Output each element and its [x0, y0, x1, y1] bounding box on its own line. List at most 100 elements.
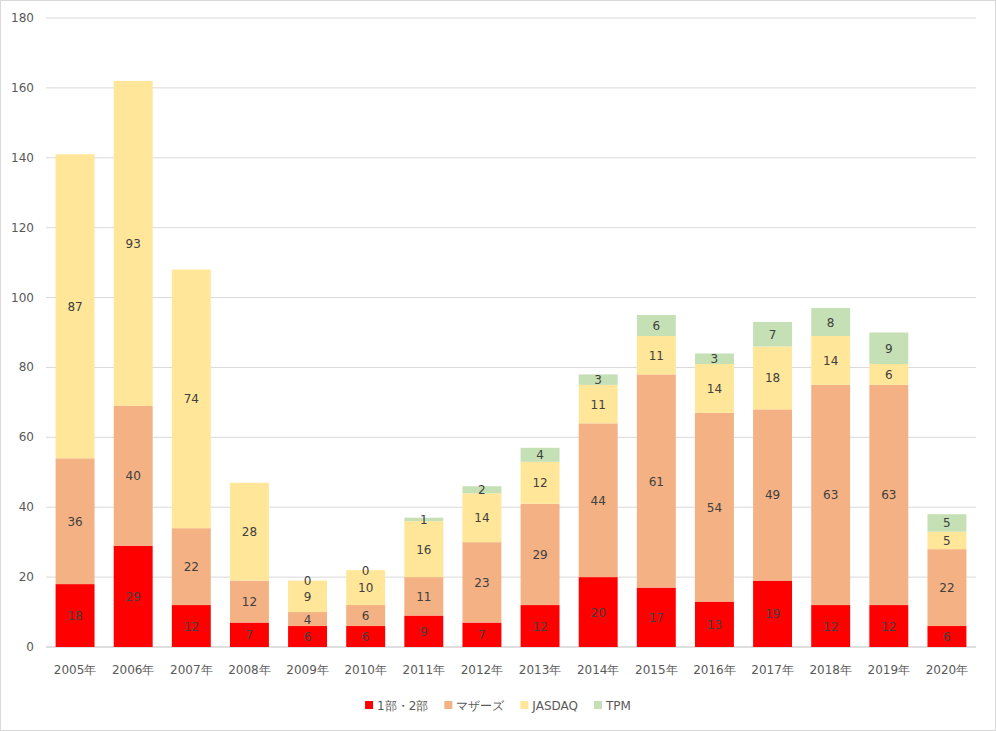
bar-segment	[811, 605, 850, 647]
bar-segment	[927, 626, 966, 647]
x-tick-label: 2009年	[286, 663, 329, 677]
data-label: 5	[943, 534, 951, 548]
bar-segment	[521, 605, 560, 647]
data-label: 2	[478, 483, 486, 497]
legend: 1部・2部マザーズJASDAQTPM	[365, 699, 631, 713]
data-labels: 1829127669712201713191212636402212461123…	[67, 237, 954, 644]
bar-segment	[404, 577, 443, 615]
data-label: 19	[765, 607, 780, 621]
bar-segment	[230, 483, 269, 581]
data-label: 12	[184, 620, 199, 634]
legend-label: 1部・2部	[377, 699, 428, 713]
bar-segment	[695, 602, 734, 647]
data-label: 49	[765, 488, 780, 502]
bar-segment	[811, 308, 850, 336]
y-tick-label: 0	[26, 640, 34, 654]
bar-segment	[288, 626, 327, 647]
data-label: 14	[823, 354, 838, 368]
bar-segment	[172, 528, 211, 605]
data-label: 0	[362, 564, 370, 578]
bar-segment	[56, 458, 95, 584]
data-label: 13	[707, 618, 722, 632]
grid-line	[46, 227, 976, 228]
x-tick-label: 2015年	[635, 663, 678, 677]
bar-segment	[869, 333, 908, 364]
data-label: 18	[765, 371, 780, 385]
x-tick-label: 2018年	[809, 663, 852, 677]
data-label: 6	[362, 630, 370, 644]
data-label: 9	[304, 590, 312, 604]
x-tick-label: 2012年	[461, 663, 504, 677]
data-label: 29	[532, 548, 547, 562]
data-label: 4	[536, 448, 544, 462]
x-tick-label: 2019年	[868, 663, 911, 677]
data-label: 63	[823, 488, 838, 502]
bar-segment	[927, 514, 966, 531]
bar-segment	[404, 521, 443, 577]
chart: 0204060801001201401601802005年2006年2007年2…	[0, 0, 996, 731]
data-label: 17	[649, 611, 664, 625]
bar-segment	[637, 336, 676, 374]
data-label: 14	[474, 511, 489, 525]
y-tick-label: 100	[11, 291, 34, 305]
bar-segment	[869, 605, 908, 647]
data-label: 3	[594, 373, 602, 387]
bar-segment	[579, 385, 618, 423]
bar-segment	[172, 605, 211, 647]
bar-segment	[753, 322, 792, 346]
data-label: 6	[885, 368, 893, 382]
bar-segment	[230, 623, 269, 647]
y-tick-label: 160	[11, 81, 34, 95]
bar-segment	[927, 549, 966, 626]
data-label: 93	[126, 237, 141, 251]
bar-segment	[579, 423, 618, 577]
x-tick-label: 2016年	[693, 663, 736, 677]
legend-swatch	[444, 701, 452, 709]
bar-segment	[462, 542, 501, 622]
bar-segment	[288, 612, 327, 626]
x-tick-label: 2014年	[577, 663, 620, 677]
data-label: 0	[304, 574, 312, 588]
grid-line	[46, 87, 976, 88]
data-label: 8	[827, 316, 835, 330]
grid-line	[46, 157, 976, 158]
bar-segment	[637, 374, 676, 587]
data-label: 6	[943, 630, 951, 644]
bar-segment	[579, 577, 618, 647]
legend-label: TPM	[605, 699, 631, 713]
data-label: 23	[474, 576, 489, 590]
legend-swatch	[594, 701, 602, 709]
bar-segment	[811, 336, 850, 385]
y-tick-label: 20	[19, 570, 34, 584]
chart-border	[1, 1, 996, 731]
bar-segment	[462, 623, 501, 647]
bar-segment	[753, 409, 792, 580]
y-tick-label: 120	[11, 221, 34, 235]
y-tick-label: 40	[19, 500, 34, 514]
data-label: 12	[532, 620, 547, 634]
bar-segment	[172, 270, 211, 529]
data-label: 22	[184, 560, 199, 574]
data-label: 14	[707, 382, 722, 396]
x-tick-label: 2010年	[344, 663, 387, 677]
data-label: 12	[242, 595, 257, 609]
bar-segment	[753, 346, 792, 409]
data-label: 11	[416, 590, 431, 604]
data-label: 44	[591, 494, 606, 508]
bar-segment	[753, 581, 792, 647]
bar-segment	[869, 385, 908, 605]
data-label: 7	[478, 628, 486, 642]
y-tick-label: 60	[19, 430, 34, 444]
data-label: 6	[362, 609, 370, 623]
data-label: 28	[242, 525, 257, 539]
x-tick-label: 2020年	[926, 663, 969, 677]
bar-segment	[56, 584, 95, 647]
data-label: 7	[246, 628, 254, 642]
legend-label: JASDAQ	[531, 699, 578, 713]
y-tick-label: 80	[19, 360, 34, 374]
bars	[56, 81, 967, 647]
data-label: 5	[943, 516, 951, 530]
legend-swatch	[365, 701, 373, 709]
data-label: 12	[532, 476, 547, 490]
data-label: 9	[885, 342, 893, 356]
